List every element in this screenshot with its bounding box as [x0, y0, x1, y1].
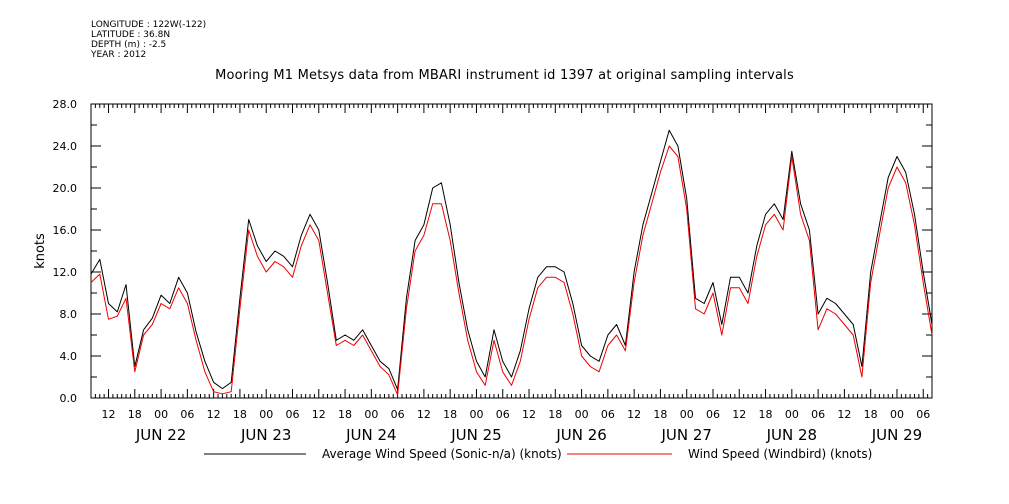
- depth-label: DEPTH (m) : -2.5: [91, 40, 167, 50]
- x-tick-label: 06: [285, 408, 299, 421]
- x-tick-label: 18: [653, 408, 667, 421]
- x-tick-label: 12: [837, 408, 851, 421]
- x-tick-label: 06: [916, 408, 930, 421]
- x-tick-label: 18: [128, 408, 142, 421]
- x-tick-label: 18: [338, 408, 352, 421]
- x-tick-label: 00: [680, 408, 694, 421]
- legend-label-sonic: Average Wind Speed (Sonic-n/a) (knots): [322, 447, 562, 461]
- y-tick-label: 4.0: [60, 350, 78, 363]
- x-tick-label: 00: [364, 408, 378, 421]
- x-day-label: JUN 24: [345, 426, 396, 444]
- x-tick-label: 18: [864, 408, 878, 421]
- x-tick-label: 06: [496, 408, 510, 421]
- chart-title: Mooring M1 Metsys data from MBARI instru…: [215, 68, 794, 83]
- y-tick-label: 8.0: [60, 308, 78, 321]
- legend-label-windbird: Wind Speed (Windbird) (knots): [688, 447, 872, 461]
- series-line-windbird: [90, 145, 933, 396]
- x-day-label: JUN 26: [555, 426, 606, 444]
- x-tick-label: 00: [469, 408, 483, 421]
- x-tick-label: 12: [627, 408, 641, 421]
- x-tick-label: 06: [811, 408, 825, 421]
- x-tick-label: 06: [391, 408, 405, 421]
- x-tick-label: 12: [732, 408, 746, 421]
- x-tick-label: 06: [706, 408, 720, 421]
- legend: Average Wind Speed (Sonic-n/a) (knots) W…: [204, 447, 872, 461]
- x-tick-label: 00: [575, 408, 589, 421]
- latitude-label: LATITUDE : 36.8N: [91, 30, 171, 40]
- x-tick-label: 00: [890, 408, 904, 421]
- x-day-label: JUN 22: [135, 426, 186, 444]
- x-day-label: JUN 29: [871, 426, 922, 444]
- y-tick-label: 24.0: [53, 140, 78, 153]
- plot-frame: [90, 103, 933, 399]
- x-day-label: JUN 23: [240, 426, 291, 444]
- x-tick-label: 00: [259, 408, 273, 421]
- x-day-label: JUN 28: [766, 426, 817, 444]
- x-axis: 12 18 00 06 12 18 00 06 12 18 00 06 12 18 00 06 12 18 00 06…: [90, 104, 933, 444]
- series-group: [90, 129, 933, 396]
- x-tick-label: 18: [233, 408, 247, 421]
- x-tick-label: 06: [180, 408, 194, 421]
- x-day-label: JUN 27: [660, 426, 711, 444]
- x-tick-label: 12: [102, 408, 116, 421]
- y-axis: 0.0 4.0 8.0 12.0 16.0 20.0 24.0 28.0: [53, 98, 932, 405]
- y-tick-label: 20.0: [53, 182, 78, 195]
- x-tick-label: 06: [601, 408, 615, 421]
- y-tick-label: 16.0: [53, 224, 78, 237]
- x-tick-label: 12: [312, 408, 326, 421]
- x-tick-label: 12: [417, 408, 431, 421]
- longitude-label: LONGITUDE : 122W(-122): [91, 20, 207, 30]
- x-tick-label: 00: [154, 408, 168, 421]
- y-tick-label: 0.0: [60, 392, 78, 405]
- x-tick-label: 12: [207, 408, 221, 421]
- year-label: YEAR : 2012: [91, 50, 147, 60]
- y-tick-label: 28.0: [53, 98, 78, 111]
- x-tick-label: 00: [785, 408, 799, 421]
- x-tick-label: 18: [548, 408, 562, 421]
- x-tick-label: 18: [443, 408, 457, 421]
- x-tick-label: 18: [759, 408, 773, 421]
- x-tick-label: 12: [522, 408, 536, 421]
- y-tick-label: 12.0: [53, 266, 78, 279]
- series-line-sonic: [90, 129, 933, 391]
- x-day-label: JUN 25: [450, 426, 501, 444]
- y-axis-label: knots: [33, 233, 48, 269]
